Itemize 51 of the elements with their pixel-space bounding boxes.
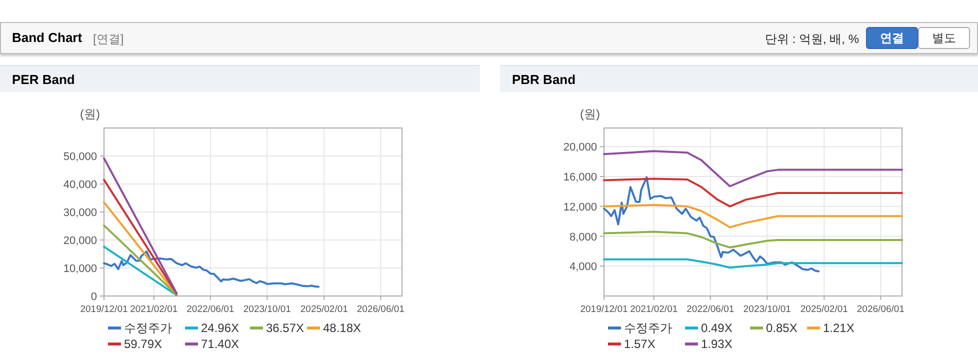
y-tick-label: 4,000 <box>569 261 597 274</box>
text: Band Chart <box>12 30 82 45</box>
legend-label: 59.79X <box>124 337 162 351</box>
x-tick-label: 2023/10/01 <box>243 304 291 315</box>
legend-label: 0.85X <box>766 321 798 335</box>
y-tick-label: 16,000 <box>563 172 597 184</box>
x-tick-label: 2026/06/01 <box>856 304 904 315</box>
x-tick-label: 2019/12/01 <box>580 304 628 315</box>
text: 단위 : 억원, 배, % <box>764 31 859 48</box>
chart-title: PBR Band <box>500 65 978 92</box>
y-tick-label: 20,000 <box>563 142 597 154</box>
line-series <box>603 176 820 272</box>
chart-title: PER Band <box>0 65 480 92</box>
y-tick-label: 30,000 <box>63 207 97 219</box>
x-tick-label: 2022/06/01 <box>686 304 734 315</box>
legend-label: 수정주가 <box>124 321 172 335</box>
y-tick-label: 0 <box>90 291 97 303</box>
x-tick-label: 2025/02/01 <box>800 304 848 315</box>
x-tick-label: 2021/02/01 <box>630 304 678 315</box>
legend-label: 1.21X <box>823 321 854 335</box>
line-series <box>603 150 903 188</box>
line-series <box>603 178 903 208</box>
x-tick-label: 2025/02/01 <box>300 304 348 315</box>
legend-label: 24.96X <box>201 321 240 335</box>
y-tick-label: 12,000 <box>563 201 597 214</box>
line-series <box>603 204 903 228</box>
text: 연결 <box>866 27 918 49</box>
y-tick-label: 50,000 <box>63 151 97 163</box>
legend-label: 1.93X <box>701 337 732 351</box>
y-tick-label: 40,000 <box>63 179 97 191</box>
x-tick-label: 2023/10/01 <box>743 304 791 315</box>
y-tick-label: 20,000 <box>63 235 97 247</box>
legend-label: 수정주가 <box>624 321 672 335</box>
legend-label: 36.57X <box>266 321 304 335</box>
x-tick-label: 2026/06/01 <box>356 304 404 315</box>
line-series <box>603 258 903 269</box>
x-tick-label: 2022/06/01 <box>186 304 234 315</box>
text: [연결] <box>93 31 124 48</box>
line-series <box>603 230 903 248</box>
legend-label: 0.49X <box>701 321 732 335</box>
y-axis-title: (원) <box>580 107 600 121</box>
text: 별도 <box>918 27 970 49</box>
y-tick-label: 8,000 <box>569 231 597 244</box>
y-axis-title: (원) <box>80 107 100 121</box>
legend-label: 71.40X <box>201 337 240 351</box>
x-tick-label: 2021/02/01 <box>130 304 178 315</box>
legend-label: 48.18X <box>323 321 362 335</box>
x-tick-label: 2019/12/01 <box>80 304 128 315</box>
line-series <box>103 250 320 288</box>
y-tick-label: 10,000 <box>63 263 97 275</box>
legend-label: 1.57X <box>624 337 656 351</box>
